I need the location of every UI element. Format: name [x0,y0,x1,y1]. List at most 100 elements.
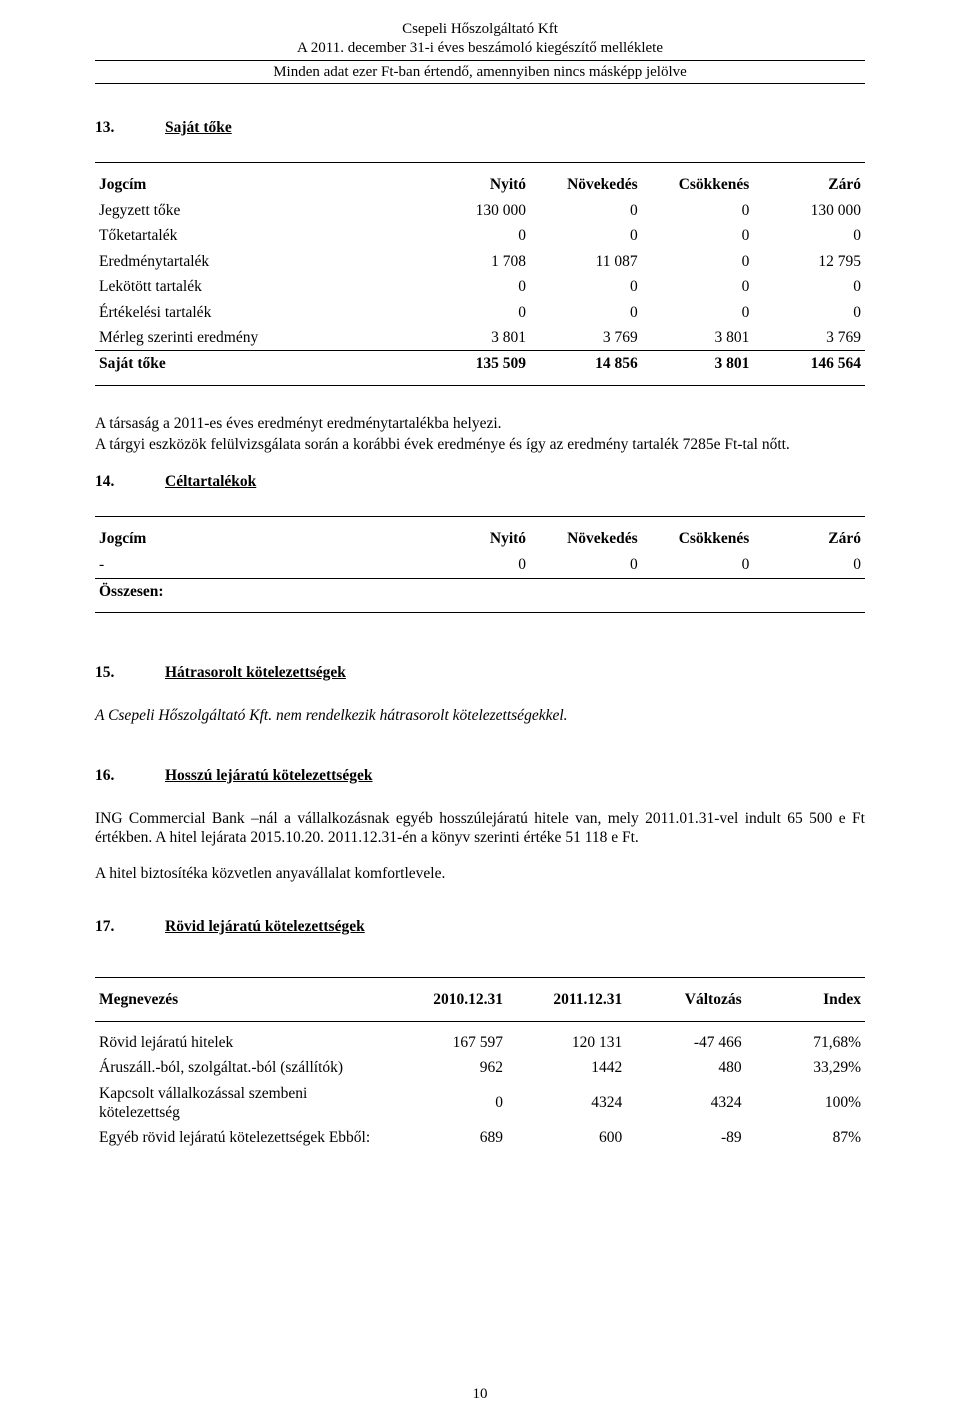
section-17-heading: 17. Rövid lejáratú kötelezettségek [95,917,865,936]
section-14-title: Céltartalékok [165,472,256,491]
table14-col-nyito: Nyitó [418,525,530,552]
cell-value: 3 801 [418,325,530,350]
cell-value: 0 [530,198,642,223]
section13-para2: A tárgyi eszközök felülvizsgálata során … [95,435,865,454]
cell-value: 0 [418,223,530,248]
cell-value: 3 769 [530,325,642,350]
table13-col-zaro: Záró [753,171,865,198]
table-celtartalekok: Jogcím Nyitó Növekedés Csökkenés Záró - … [95,525,865,604]
page-number: 10 [0,1385,960,1404]
header-line-3: Minden adat ezer Ft-ban értendő, amennyi… [95,63,865,82]
section-15-heading: 15. Hátrasorolt kötelezettségek [95,663,865,682]
cell-value: 87% [746,1125,865,1150]
table-row: Áruszáll.-ból, szolgáltat.-ból (szállító… [95,1055,865,1080]
cell-label: Saját tőke [95,351,418,376]
table13-rule-top [95,162,865,163]
table14-rule-top [95,516,865,517]
cell-value: 0 [642,552,754,577]
cell-value: 33,29% [746,1055,865,1080]
section-13-number: 13. [95,118,137,137]
cell-label: Kapcsolt vállalkozással szembeni kötelez… [95,1081,388,1126]
cell-label: Összesen: [95,579,418,604]
table13-total-row: Saját tőke 135 509 14 856 3 801 146 564 [95,351,865,376]
cell-value: 3 801 [642,325,754,350]
cell-label: Jegyzett tőke [95,198,418,223]
cell-value: 4324 [507,1081,626,1126]
table14-col-zaro: Záró [753,525,865,552]
cell-value: 0 [642,300,754,325]
cell-value: 480 [626,1055,745,1080]
cell-value: 0 [388,1081,507,1126]
cell-value: 14 856 [530,351,642,376]
table-row: Mérleg szerinti eredmény 3 801 3 769 3 8… [95,325,865,350]
cell-value: -47 466 [626,1030,745,1055]
table17-rule-mid [95,1021,865,1022]
table13-col-jogcim: Jogcím [95,171,418,198]
table-row: Lekötött tartalék 0 0 0 0 [95,274,865,299]
cell-value: 1442 [507,1055,626,1080]
table13-col-csokkenes: Csökkenés [642,171,754,198]
cell-value [753,579,865,604]
cell-label: Rövid lejáratú hitelek [95,1030,388,1055]
section-17-title: Rövid lejáratú kötelezettségek [165,917,365,936]
table17-rule-top [95,977,865,978]
table-row: Értékelési tartalék 0 0 0 0 [95,300,865,325]
cell-value [418,579,530,604]
cell-value: 689 [388,1125,507,1150]
cell-value: 0 [753,274,865,299]
section16-para1: ING Commercial Bank –nál a vállalkozásna… [95,809,865,848]
header-rule-top [95,60,865,61]
cell-value: 0 [530,274,642,299]
section-17-number: 17. [95,917,137,936]
section13-para1: A társaság a 2011-es éves eredményt ered… [95,414,865,433]
cell-value: 11 087 [530,249,642,274]
cell-value: 3 801 [642,351,754,376]
section16-para2: A hitel biztosítéka közvetlen anyavállal… [95,864,865,883]
section-16-title: Hosszú lejáratú kötelezettségek [165,766,372,785]
section-16-number: 16. [95,766,137,785]
table-row: Eredménytartalék 1 708 11 087 0 12 795 [95,249,865,274]
page-header: Csepeli Hőszolgáltató Kft A 2011. decemb… [95,20,865,84]
table17-col-2011: 2011.12.31 [507,986,626,1013]
cell-label: Áruszáll.-ból, szolgáltat.-ból (szállító… [95,1055,388,1080]
header-line-2: A 2011. december 31-i éves beszámoló kie… [95,39,865,58]
cell-value: 135 509 [418,351,530,376]
section-13-title: Saját tőke [165,118,232,137]
table14-col-jogcim: Jogcím [95,525,418,552]
section-13-heading: 13. Saját tőke [95,118,865,137]
section-14-heading: 14. Céltartalékok [95,472,865,491]
cell-value: 0 [753,300,865,325]
cell-value: 0 [530,552,642,577]
header-rule-bottom [95,83,865,84]
table-row: - 0 0 0 0 [95,552,865,577]
table17-col-2010: 2010.12.31 [388,986,507,1013]
cell-label: Mérleg szerinti eredmény [95,325,418,350]
cell-value: 12 795 [753,249,865,274]
table13-rule-bottom [95,385,865,386]
cell-value: 167 597 [388,1030,507,1055]
cell-value: 0 [753,552,865,577]
table14-col-novekedes: Növekedés [530,525,642,552]
cell-label: Eredménytartalék [95,249,418,274]
cell-value: 0 [418,300,530,325]
cell-value: -89 [626,1125,745,1150]
section-15-title: Hátrasorolt kötelezettségek [165,663,346,682]
cell-value: 146 564 [753,351,865,376]
cell-value: 0 [642,198,754,223]
cell-value: 130 000 [753,198,865,223]
section-14-number: 14. [95,472,137,491]
cell-value: 130 000 [418,198,530,223]
table13-col-nyito: Nyitó [418,171,530,198]
cell-value: 100% [746,1081,865,1126]
section15-text: A Csepeli Hőszolgáltató Kft. nem rendelk… [95,706,865,725]
cell-value: 0 [530,223,642,248]
table17-col-index: Index [746,986,865,1013]
cell-value: 0 [418,274,530,299]
cell-label: Tőketartalék [95,223,418,248]
cell-value [642,579,754,604]
cell-value: 3 769 [753,325,865,350]
table-row: Rövid lejáratú hitelek 167 597 120 131 -… [95,1030,865,1055]
table14-col-csokkenes: Csökkenés [642,525,754,552]
table17-header-row: Megnevezés 2010.12.31 2011.12.31 Változá… [95,986,865,1013]
table-row: Kapcsolt vállalkozással szembeni kötelez… [95,1081,865,1126]
